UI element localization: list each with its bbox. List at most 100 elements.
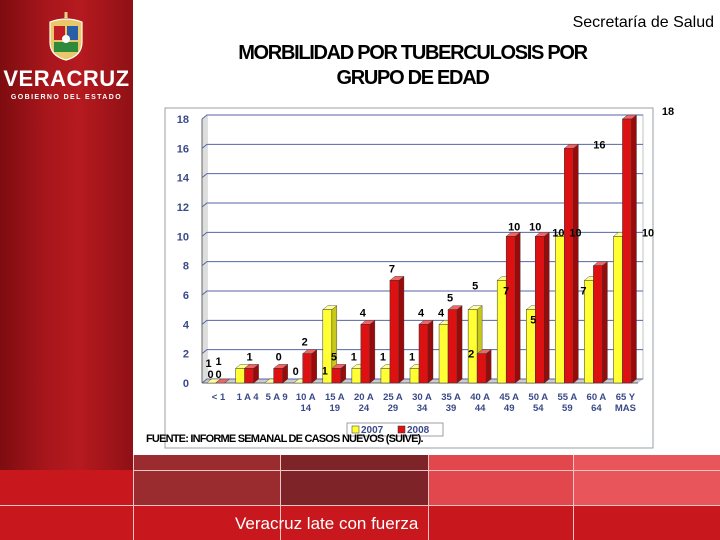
bar-2008-side xyxy=(369,319,376,384)
legend-swatch xyxy=(397,425,406,434)
x-tick-label: 35 A xyxy=(441,392,461,403)
bar-2008-side xyxy=(485,349,492,384)
bar-2007 xyxy=(380,368,391,384)
plot-side-wall xyxy=(202,115,207,383)
bar-2007 xyxy=(555,236,565,384)
x-tick-label: 30 A xyxy=(412,392,432,403)
legend-label: 2007 xyxy=(361,425,384,436)
data-label: 2 xyxy=(302,337,308,349)
bar-2008 xyxy=(505,236,516,384)
x-tick-label: 45 A xyxy=(499,392,519,403)
brand-subtitle: GOBIERNO DEL ESTADO xyxy=(10,94,123,101)
x-tick-label: 14 xyxy=(300,403,311,414)
y-tick-label: 18 xyxy=(177,114,189,126)
bar-2008-side xyxy=(602,261,608,384)
data-label: 1 xyxy=(380,351,386,363)
data-label: 10 xyxy=(569,227,581,239)
bar-2008-side xyxy=(631,114,637,384)
x-tick-label: 44 xyxy=(475,403,486,414)
coat-of-arms-icon xyxy=(49,12,83,61)
x-tick-label: 24 xyxy=(359,403,370,414)
bar-2008-side xyxy=(544,231,550,384)
x-tick-label: 65 Y xyxy=(616,392,636,403)
bar-2008 xyxy=(564,148,574,384)
x-tick-label: 5 A 9 xyxy=(266,392,288,403)
agency-label: Secretaría de Salud xyxy=(572,14,714,31)
x-tick-label: 55 A xyxy=(557,392,577,403)
data-label: 0 xyxy=(276,351,282,363)
data-label: 10 xyxy=(642,227,654,239)
x-tick-label: < 1 xyxy=(212,392,226,403)
data-label: 10 xyxy=(529,221,541,233)
bar-2008-side xyxy=(456,305,463,384)
x-tick-label: 10 A xyxy=(296,392,316,403)
data-label: 4 xyxy=(438,307,445,319)
bar-2008-top xyxy=(214,378,231,384)
bar-2008-side xyxy=(398,275,405,384)
chart-title-line-1: MORBILIDAD POR TUBERCULOSIS POR xyxy=(238,42,588,64)
y-tick-label: 2 xyxy=(183,349,189,361)
data-label: 7 xyxy=(389,263,395,275)
bar-2008-side xyxy=(573,143,579,384)
data-label: 1 xyxy=(409,351,415,363)
x-tick-label: 15 A xyxy=(325,392,345,403)
data-label: 7 xyxy=(503,285,509,297)
bar-2008 xyxy=(476,353,487,384)
data-label: 5 xyxy=(530,315,536,327)
footer-panel-mid xyxy=(428,455,573,505)
data-label: 5 xyxy=(472,281,478,293)
footer-divider xyxy=(133,455,134,540)
x-tick-label: 1 A 4 xyxy=(237,392,260,403)
data-label: 4 xyxy=(418,307,425,319)
data-label: 0 xyxy=(293,366,299,378)
bar-2007 xyxy=(322,309,333,384)
data-label: 5 xyxy=(447,293,453,305)
footer-divider xyxy=(133,470,720,471)
brand-sidebar: VERACRUZ GOBIERNO DEL ESTADO xyxy=(0,0,133,470)
x-tick-label: 34 xyxy=(417,403,428,414)
bar-2008-side xyxy=(515,231,521,384)
data-label: 4 xyxy=(360,307,367,319)
y-tick-label: 4 xyxy=(183,319,190,331)
x-tick-label: 20 A xyxy=(354,392,374,403)
x-tick-label: 59 xyxy=(562,403,573,414)
data-label: 2 xyxy=(468,349,474,361)
data-label: 0 xyxy=(207,369,213,381)
x-tick-label: 39 xyxy=(446,403,457,414)
source-note: FUENTE: INFORME SEMANAL DE CASOS NUEVOS … xyxy=(146,433,424,445)
bar-2008 xyxy=(360,324,371,384)
slogan: Veracruz late con fuerza xyxy=(235,514,419,533)
bar-2007 xyxy=(235,368,245,384)
x-tick-label: MAS xyxy=(615,403,636,414)
x-tick-label: 25 A xyxy=(383,392,403,403)
footer-divider xyxy=(0,505,720,506)
data-label: 5 xyxy=(331,351,337,363)
y-tick-label: 16 xyxy=(177,143,189,155)
legend-swatch xyxy=(351,425,360,434)
x-tick-label: 50 A xyxy=(528,392,548,403)
x-tick-label: 49 xyxy=(504,403,515,414)
data-label: 1 xyxy=(205,358,211,370)
data-label: 10 xyxy=(552,227,564,239)
legend-box xyxy=(346,422,444,437)
bar-2007 xyxy=(467,309,478,384)
data-label: 7 xyxy=(580,285,586,297)
gridline xyxy=(201,202,643,208)
x-tick-label: 19 xyxy=(330,403,341,414)
footer-divider xyxy=(428,455,429,540)
x-tick-label: 40 A xyxy=(470,392,490,403)
data-label: 10 xyxy=(508,221,520,233)
y-tick-label: 0 xyxy=(183,378,189,390)
gridline xyxy=(201,143,643,149)
x-tick-label: 54 xyxy=(533,403,544,414)
bar-2007 xyxy=(351,368,362,384)
x-tick-label: 64 xyxy=(591,403,602,414)
bar-2008 xyxy=(593,265,603,384)
data-label: 1 xyxy=(351,351,357,363)
x-tick-label: 29 xyxy=(388,403,399,414)
bar-2008 xyxy=(535,236,545,384)
footer-divider xyxy=(573,455,574,540)
bar-2008 xyxy=(389,280,400,384)
bar-2008-side xyxy=(311,349,317,384)
